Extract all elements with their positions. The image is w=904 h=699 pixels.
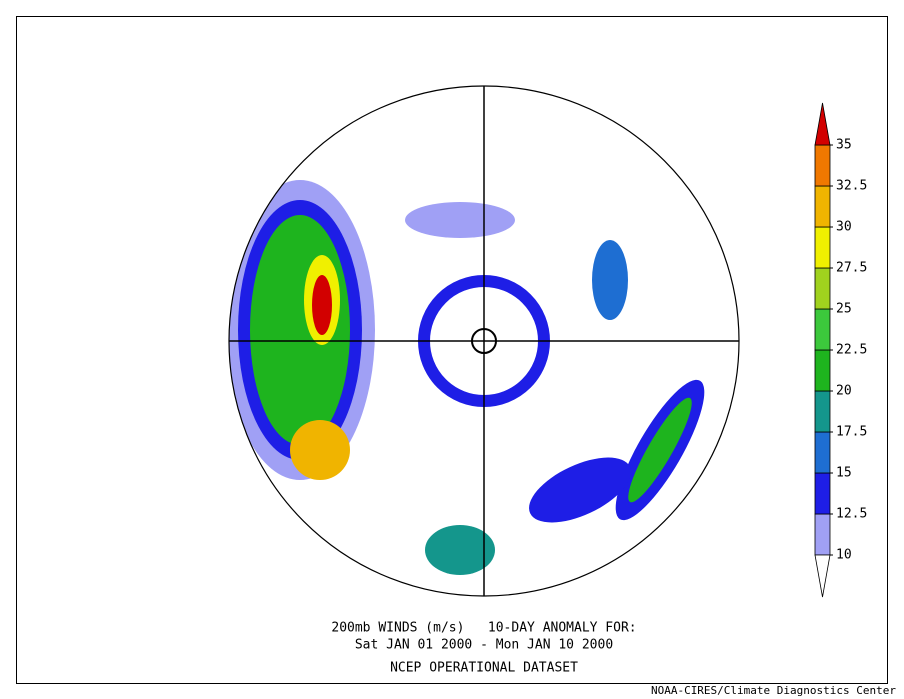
colorbar-label: 27.5	[836, 261, 867, 276]
frame	[16, 16, 888, 684]
colorbar-segment	[814, 472, 831, 515]
colorbar-label: 20	[836, 384, 852, 399]
colorbar-segment	[814, 431, 831, 474]
colorbar-label: 32.5	[836, 179, 867, 194]
colorbar-label: 10	[836, 548, 852, 563]
colorbar-label: 35	[836, 138, 852, 153]
colorbar-label: 15	[836, 466, 852, 481]
colorbar-label: 22.5	[836, 343, 867, 358]
colorbar-segment	[814, 513, 831, 556]
caption-line: 200mb WINDS (m/s) 10-DAY ANOMALY FOR:	[331, 621, 636, 636]
caption-line: Sat JAN 01 2000 - Mon JAN 10 2000	[355, 638, 613, 653]
colorbar-under	[814, 554, 831, 598]
colorbar: 10 12.5 15 17.5 20 22.5 25 27.5 30 32.5 35	[814, 102, 867, 598]
credit: NOAA-CIRES/Climate Diagnostics Center	[651, 684, 896, 697]
colorbar-label: 12.5	[836, 507, 867, 522]
colorbar-segment	[814, 267, 831, 310]
map	[228, 85, 740, 597]
colorbar-segment	[814, 390, 831, 433]
colorbar-segment	[814, 226, 831, 269]
colorbar-label: 17.5	[836, 425, 867, 440]
colorbar-segment	[814, 349, 831, 392]
colorbar-over	[814, 102, 831, 146]
caption-line: NCEP OPERATIONAL DATASET	[390, 661, 578, 676]
colorbar-label: 25	[836, 302, 852, 317]
colorbar-segment	[814, 308, 831, 351]
colorbar-segment	[814, 185, 831, 228]
colorbar-segment	[814, 144, 831, 187]
colorbar-label: 30	[836, 220, 852, 235]
